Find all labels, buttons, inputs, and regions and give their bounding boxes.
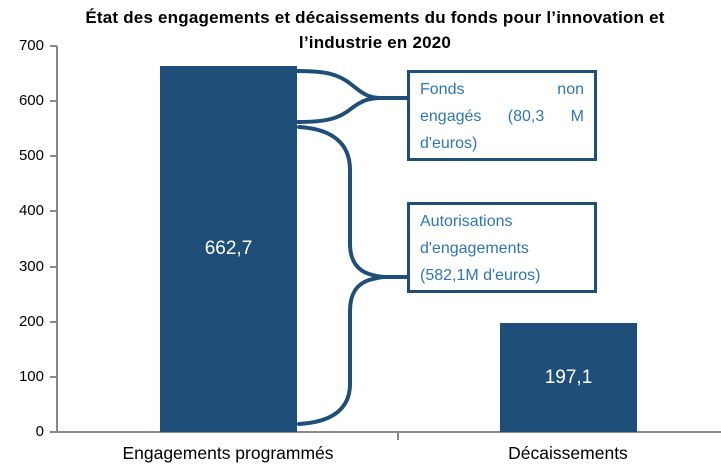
x-axis-line [56,431,721,433]
y-axis-label: 0 [35,423,44,440]
bar-decaissements: 197,1 [500,323,637,432]
y-axis-tick [50,45,57,47]
y-axis-label: 200 [18,313,44,330]
bar-engagements-programmes: 662,7 [160,66,297,432]
x-axis-category-tick [397,431,399,440]
y-axis-label: 100 [18,368,44,385]
bar-value-label: 197,1 [544,366,593,388]
annotation-line: Fonds non [420,81,584,98]
y-axis-tick [50,155,57,157]
y-axis-tick [50,266,57,268]
y-axis-tick [50,210,57,212]
chart-title-line-2: l’industrie en 2020 [298,33,452,52]
annotation-line: (582,1M d'euros) [420,267,541,284]
annotation-line: engagés (80,3 M [420,108,584,125]
brace-small [296,69,409,124]
bar-value-label: 662,7 [204,238,253,259]
annotation-line: d'euros) [420,135,478,152]
annotation-line: Autorisations [420,213,513,230]
annotation-box-fonds-non-engages: Fonds non engagés (80,3 M d'euros) [407,70,597,161]
y-axis-tick [50,100,57,102]
annotation-box-autorisations-engagements: Autorisations d'engagements (582,1M d'eu… [407,202,597,293]
y-axis-label: 400 [18,202,44,219]
y-axis-label: 300 [18,258,44,275]
y-axis-tick [50,431,57,433]
x-axis-label-engagements-programmes: Engagements programmés [122,443,334,463]
chart-title: État des engagements et décaissements du… [29,5,721,55]
y-axis-label: 700 [18,37,44,54]
x-axis-label-decaissements: Décaissements [508,443,628,463]
y-axis-tick [50,376,57,378]
y-axis-tick [50,321,57,323]
y-axis-label: 500 [18,147,44,164]
annotation-line: d'engagements [420,240,529,257]
chart-title-line-1: État des engagements et décaissements du… [85,8,665,27]
y-axis-line [56,46,58,432]
y-axis-label: 600 [18,92,44,109]
brace-large [297,125,409,426]
